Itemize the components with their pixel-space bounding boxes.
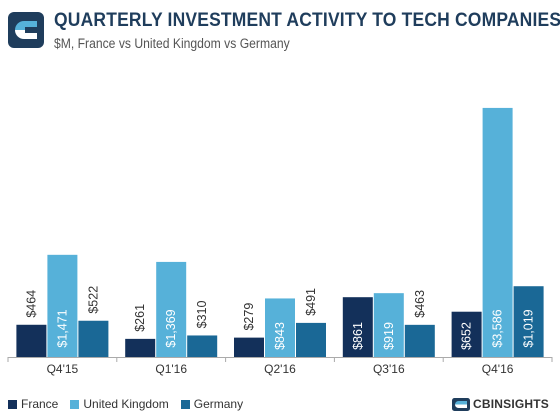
legend-label-uk: United Kingdom: [83, 397, 169, 411]
data-label-uk-4: $3,586: [491, 309, 505, 347]
data-label-uk-2: $843: [273, 322, 287, 350]
chart-title: QUARTERLY INVESTMENT ACTIVITY TO TECH CO…: [54, 10, 560, 31]
legend-item-france: France: [8, 397, 58, 411]
bar-france-4: [451, 311, 482, 357]
cb-insights-mark-icon: [452, 397, 470, 411]
data-label-uk-3: $919: [382, 322, 396, 350]
legend-swatch-france: [8, 399, 17, 409]
data-label-france-2: $279: [242, 303, 256, 331]
chart-legend: France United Kingdom Germany: [8, 396, 255, 412]
cb-insights-logo-icon: [8, 12, 44, 48]
chart-header: QUARTERLY INVESTMENT ACTIVITY TO TECH CO…: [8, 8, 560, 58]
bar-germany-2: [296, 322, 326, 357]
chart-subtitle: $M, France vs United Kingdom vs Germany: [54, 36, 290, 51]
data-label-germany-0: $522: [86, 286, 100, 314]
data-label-uk-1: $1,369: [164, 309, 178, 347]
bar-germany-1: [187, 335, 218, 357]
x-tick-label-4: Q4'16: [482, 362, 514, 376]
legend-item-germany: Germany: [180, 397, 244, 411]
bar-france-2: [234, 337, 264, 357]
bar-uk-4: [482, 107, 513, 357]
bar-france-0: [16, 324, 47, 357]
x-tick-label-3: Q3'16: [373, 362, 405, 376]
bar-uk-2: [265, 298, 295, 357]
data-label-france-1: $261: [133, 304, 147, 332]
data-label-germany-3: $463: [413, 290, 427, 318]
bar-germany-3: [404, 324, 435, 357]
x-tick-label-2: Q2'16: [264, 362, 296, 376]
bar-uk-1: [156, 261, 187, 357]
legend-item-uk: United Kingdom: [70, 397, 169, 411]
data-label-france-4: $652: [460, 322, 474, 350]
bar-chart: $464 $1,471 $522 Q4'15 $261 $1,369 $310 Q1'16 $2…: [7, 107, 553, 376]
data-label-france-0: $464: [24, 290, 38, 318]
brand: CBINSIGHTS: [452, 396, 549, 412]
legend-swatch-germany: [180, 399, 190, 409]
x-tick-label-1: Q1'16: [155, 362, 187, 376]
data-label-germany-1: $310: [195, 301, 209, 329]
x-tick-label-0: Q4'15: [47, 362, 79, 376]
data-label-uk-0: $1,471: [55, 309, 69, 347]
legend-swatch-uk: [70, 399, 80, 409]
legend-label-germany: Germany: [193, 397, 244, 411]
legend-label-france: France: [21, 397, 59, 411]
data-label-germany-4: $1,019: [522, 309, 536, 347]
bar-germany-0: [78, 320, 109, 357]
data-label-germany-2: $491: [304, 288, 318, 316]
bar-uk-0: [47, 254, 78, 357]
bar-germany-4: [513, 286, 544, 357]
bar-uk-3: [373, 293, 404, 357]
brand-name: CBINSIGHTS: [473, 397, 550, 411]
data-label-france-3: $861: [351, 322, 365, 350]
bar-france-1: [125, 338, 156, 357]
bar-france-3: [342, 297, 373, 357]
